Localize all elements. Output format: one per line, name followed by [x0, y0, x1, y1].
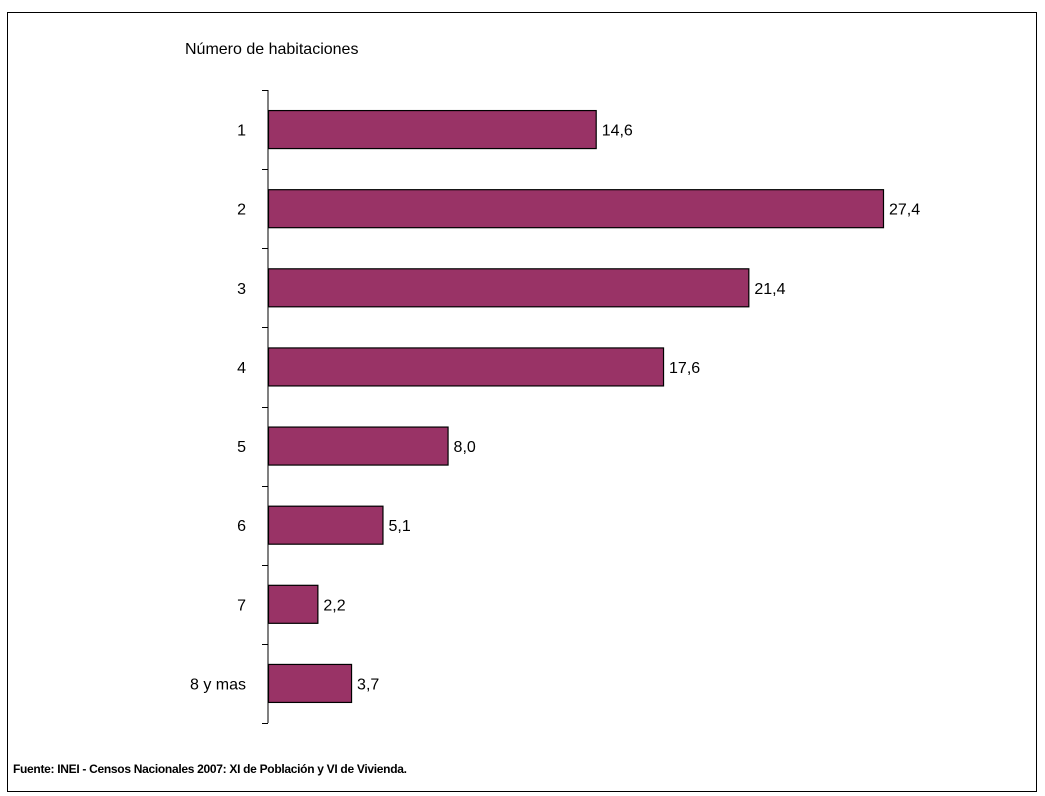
bar-8: [267, 663, 353, 704]
data-label: 8,0: [454, 439, 476, 456]
category-label: 1: [237, 123, 246, 140]
data-label: 14,6: [602, 123, 633, 140]
bar-5: [267, 426, 449, 466]
bar-6: [267, 505, 384, 545]
category-label: 7: [237, 597, 246, 614]
data-label: 21,4: [754, 281, 785, 298]
data-label: 5,1: [388, 518, 410, 535]
bar-4: [267, 347, 665, 387]
y-axis-title: Número de habitaciones: [185, 41, 359, 58]
data-label: 27,4: [889, 202, 920, 219]
category-label: 8 y mas: [190, 676, 246, 693]
bar-2: [267, 189, 885, 229]
data-label: 2,2: [323, 597, 345, 614]
source-note: Fuente: INEI - Censos Nacionales 2007: X…: [13, 762, 407, 776]
category-label: 2: [237, 202, 246, 219]
category-label: 3: [237, 281, 246, 298]
bar-3: [267, 268, 750, 308]
bar-1: [267, 109, 597, 150]
data-label: 17,6: [669, 360, 700, 377]
category-label: 6: [237, 518, 246, 535]
bar-7: [267, 584, 319, 624]
data-label: 3,7: [357, 676, 379, 693]
category-label: 4: [237, 360, 246, 377]
category-label: 5: [237, 439, 246, 456]
